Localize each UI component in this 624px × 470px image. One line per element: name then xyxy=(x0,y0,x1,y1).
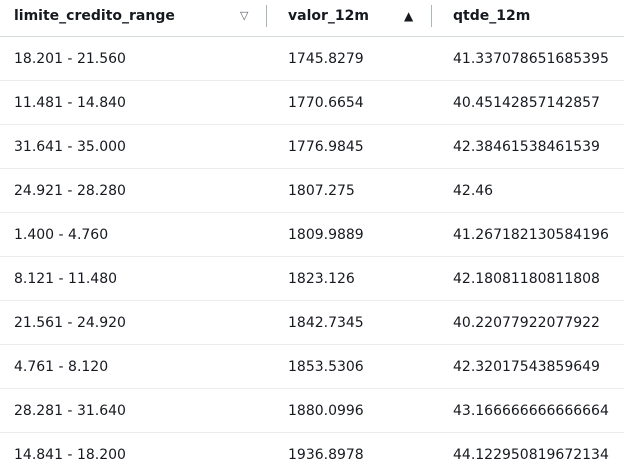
cell-valor-12m: 1776.9845 xyxy=(288,139,364,155)
cell-limite-credito-range: 28.281 - 31.640 xyxy=(14,403,126,419)
cell-valor-12m: 1809.9889 xyxy=(288,227,364,243)
cell-qtde-12m: 42.38461538461539 xyxy=(453,139,600,155)
table-row: 18.201 - 21.560 1745.8279 41.33707865168… xyxy=(0,37,624,81)
cell-qtde-12m: 42.32017543859649 xyxy=(453,359,600,375)
cell-valor-12m: 1842.7345 xyxy=(288,315,364,331)
cell-qtde-12m: 40.45142857142857 xyxy=(453,95,600,111)
column-header-qtde-12m[interactable]: qtde_12m xyxy=(453,0,613,36)
cell-qtde-12m: 43.166666666666664 xyxy=(453,403,609,419)
cell-limite-credito-range: 8.121 - 11.480 xyxy=(14,271,118,287)
table-row: 8.121 - 11.480 1823.126 42.1808118081180… xyxy=(0,257,624,301)
cell-qtde-12m: 42.46 xyxy=(453,183,494,199)
column-header-label: qtde_12m xyxy=(453,8,531,24)
table-row: 4.761 - 8.120 1853.5306 42.3201754385964… xyxy=(0,345,624,389)
cell-limite-credito-range: 4.761 - 8.120 xyxy=(14,359,109,375)
cell-valor-12m: 1823.126 xyxy=(288,271,355,287)
table-row: 24.921 - 28.280 1807.275 42.46 xyxy=(0,169,624,213)
sort-descending-outline-icon[interactable]: ▽ xyxy=(240,9,249,22)
cell-qtde-12m: 41.337078651685395 xyxy=(453,51,609,67)
table-row: 14.841 - 18.200 1936.8978 44.12295081967… xyxy=(0,433,624,470)
cell-valor-12m: 1807.275 xyxy=(288,183,355,199)
cell-limite-credito-range: 21.561 - 24.920 xyxy=(14,315,126,331)
cell-valor-12m: 1745.8279 xyxy=(288,51,364,67)
column-header-limite-credito-range[interactable]: limite_credito_range ▽ xyxy=(14,0,264,36)
cell-limite-credito-range: 1.400 - 4.760 xyxy=(14,227,109,243)
cell-qtde-12m: 40.22077922077922 xyxy=(453,315,600,331)
column-header-label: valor_12m xyxy=(288,8,369,24)
cell-qtde-12m: 42.18081180811808 xyxy=(453,271,600,287)
sort-ascending-icon[interactable]: ▲ xyxy=(404,9,414,23)
cell-qtde-12m: 41.267182130584196 xyxy=(453,227,609,243)
column-resize-handle[interactable] xyxy=(431,5,432,27)
table-row: 11.481 - 14.840 1770.6654 40.45142857142… xyxy=(0,81,624,125)
cell-limite-credito-range: 31.641 - 35.000 xyxy=(14,139,126,155)
table-row: 21.561 - 24.920 1842.7345 40.22077922077… xyxy=(0,301,624,345)
column-resize-handle[interactable] xyxy=(266,5,267,27)
cell-valor-12m: 1770.6654 xyxy=(288,95,364,111)
table-row: 28.281 - 31.640 1880.0996 43.16666666666… xyxy=(0,389,624,433)
column-header-valor-12m[interactable]: valor_12m ▲ xyxy=(288,0,428,36)
cell-limite-credito-range: 24.921 - 28.280 xyxy=(14,183,126,199)
cell-valor-12m: 1936.8978 xyxy=(288,447,364,463)
column-header-label: limite_credito_range xyxy=(14,8,175,24)
cell-limite-credito-range: 11.481 - 14.840 xyxy=(14,95,126,111)
cell-limite-credito-range: 18.201 - 21.560 xyxy=(14,51,126,67)
cell-valor-12m: 1880.0996 xyxy=(288,403,364,419)
table-row: 1.400 - 4.760 1809.9889 41.2671821305841… xyxy=(0,213,624,257)
cell-valor-12m: 1853.5306 xyxy=(288,359,364,375)
table-header: limite_credito_range ▽ valor_12m ▲ qtde_… xyxy=(0,0,624,37)
cell-qtde-12m: 44.122950819672134 xyxy=(453,447,609,463)
table-row: 31.641 - 35.000 1776.9845 42.38461538461… xyxy=(0,125,624,169)
cell-limite-credito-range: 14.841 - 18.200 xyxy=(14,447,126,463)
